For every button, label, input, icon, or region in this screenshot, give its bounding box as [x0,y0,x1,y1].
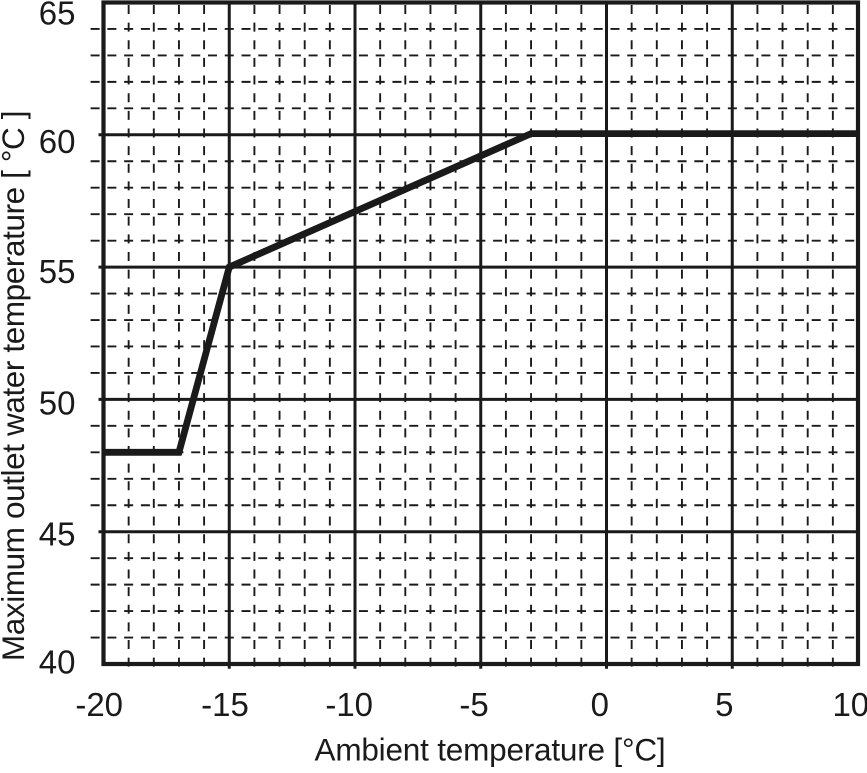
svg-text:45: 45 [39,516,76,553]
svg-text:55: 55 [39,253,76,290]
svg-text:60: 60 [39,123,76,160]
svg-text:-20: -20 [75,686,123,723]
svg-text:0: 0 [591,686,609,723]
svg-text:50: 50 [39,384,76,421]
svg-text:40: 40 [39,643,76,680]
svg-text:5: 5 [715,686,733,723]
svg-text:Ambient temperature [°C]: Ambient temperature [°C] [315,732,666,768]
svg-text:-5: -5 [459,686,488,723]
svg-text:-10: -10 [325,686,373,723]
svg-text:-15: -15 [201,686,249,723]
svg-text:65: 65 [39,0,76,31]
svg-text:10: 10 [832,686,867,723]
svg-text:Maximum outlet water temperatu: Maximum outlet water temperature [ °C ] [0,111,31,661]
